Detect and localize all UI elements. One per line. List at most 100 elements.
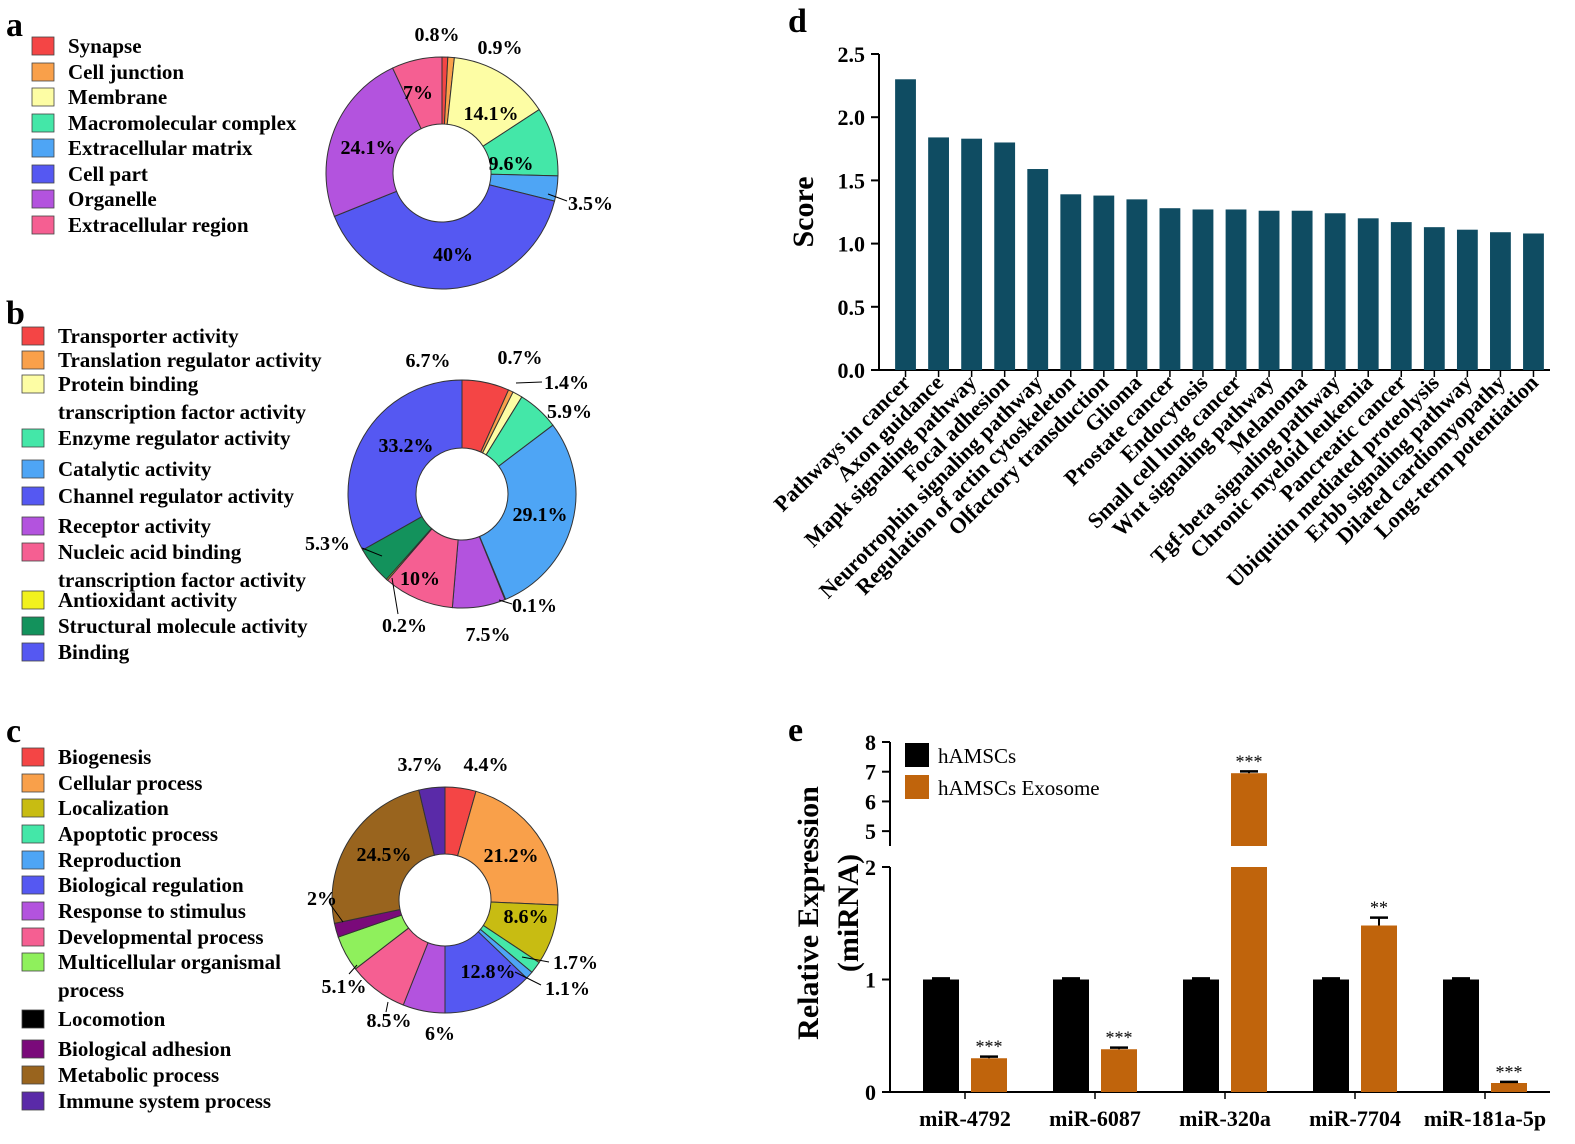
slice-label-apoptotic-process: 1.7% — [553, 952, 598, 974]
x-tick-label: miR-4792 — [919, 1106, 1011, 1131]
bar-neurotrophin-signaling-pathway — [1027, 169, 1049, 370]
panel-label-c: c — [6, 713, 21, 750]
legend-swatch — [21, 875, 45, 895]
y-axis-title: (miRNA) — [832, 854, 865, 972]
legend-swatch — [21, 850, 45, 870]
slice-label-structural-molecule-activity: 5.3% — [305, 533, 350, 555]
slice-label-multicellular-organismal-process: 5.1% — [322, 976, 367, 998]
panel-label-e: e — [788, 712, 803, 749]
leader-line — [498, 599, 513, 605]
legend-label: Organelle — [68, 187, 157, 211]
slice-label-binding: 33.2% — [379, 435, 434, 457]
bar-mir-7704-hamscs — [1313, 979, 1349, 1092]
legend-swatch — [21, 642, 45, 662]
legend-label: Biological regulation — [58, 873, 244, 897]
slice-label-synapse: 0.8% — [415, 24, 460, 46]
bar-erbb-signaling-pathway — [1456, 229, 1478, 370]
leader-line — [515, 381, 543, 384]
y-tick-label: 7 — [865, 760, 876, 785]
significance-label: *** — [1236, 751, 1263, 771]
slice-label-protein-binding-transcription-factor-activity: 1.4% — [544, 372, 589, 394]
slice-label-developmental-process: 8.5% — [367, 1010, 412, 1032]
legend-swatch — [21, 486, 45, 506]
legend-label: Binding — [58, 640, 130, 664]
legend-swatch — [21, 927, 45, 947]
y-tick-label: 1.5 — [838, 168, 866, 193]
slice-label-catalytic-activity: 29.1% — [513, 504, 568, 526]
y-tick-label: 2.5 — [838, 42, 866, 67]
donut-chart-molecular-function: 6.7% 0.7%1.4% 5.9% 29.1% 0.1%7.5% 10% 0.2% 5.3%… — [21, 324, 592, 664]
bar-endocytosis — [1192, 209, 1214, 370]
slice-label-organelle: 24.1% — [341, 137, 396, 159]
bar-mir-320a-hamscs — [1183, 979, 1219, 1092]
legend-label: Biogenesis — [58, 745, 151, 769]
legend-label: Locomotion — [58, 1007, 166, 1031]
y-tick-label: 2.0 — [838, 105, 866, 130]
legend-label: Cell junction — [68, 60, 184, 84]
legend-label: Synapse — [68, 34, 142, 58]
legend-label: Protein binding — [58, 372, 199, 396]
leader-line — [361, 547, 383, 557]
legend-swatch — [31, 215, 55, 235]
legend-label: Antioxidant activity — [58, 588, 238, 612]
legend-label: Membrane — [68, 85, 167, 109]
legend-label: Receptor activity — [58, 514, 211, 538]
legend-label: Transporter activity — [58, 324, 239, 348]
panel-label-a: a — [6, 7, 23, 44]
legend-label: Biological adhesion — [58, 1037, 232, 1061]
slice-organelle — [325, 67, 422, 218]
legend-label: Developmental process — [58, 925, 264, 949]
significance-label: *** — [976, 1037, 1003, 1057]
leader-line — [547, 193, 568, 202]
y-tick-label: 0.5 — [838, 295, 866, 320]
slice-metabolic-process — [331, 789, 435, 924]
legend-swatch — [21, 590, 45, 610]
slice-label-biological-adhesion: 2% — [307, 888, 337, 910]
slice-label-reproduction: 1.1% — [545, 978, 590, 1000]
y-tick-label: 6 — [865, 789, 876, 814]
donut-chart-biological-process: 4.4% 21.2% 8.6% 1.7% 1.1% 12.8% 6% 8.5%5.1% 2% 24… — [21, 745, 598, 1113]
legend-label: hAMSCs Exosome — [938, 776, 1100, 800]
legend-swatch — [21, 516, 45, 536]
slice-label-biological-regulation: 12.8% — [461, 961, 516, 983]
bar-melanoma — [1291, 210, 1313, 370]
bar-chronic-myeloid-leukemia — [1357, 218, 1379, 370]
bar-mir-7704-hamscs-exosome — [1361, 925, 1397, 1092]
slice-label-transporter-activity: 6.7% — [406, 350, 451, 372]
bar-ubiquitin-mediated-proteolysis — [1423, 227, 1445, 370]
legend-label: Catalytic activity — [58, 457, 212, 481]
leader-line — [348, 964, 358, 975]
leader-line — [385, 1001, 389, 1013]
bar-mapk-signaling-pathway — [961, 138, 983, 370]
legend-swatch — [21, 952, 45, 972]
legend-label: Apoptotic process — [58, 822, 218, 846]
bar-pathways-in-cancer — [895, 79, 916, 370]
legend-swatch — [31, 138, 55, 158]
leader-line — [514, 971, 542, 986]
bar-pancreatic-cancer — [1390, 222, 1412, 370]
x-tick-label: miR-6087 — [1049, 1106, 1141, 1131]
legend-swatch — [21, 773, 45, 793]
y-tick-label: 2 — [865, 855, 876, 880]
x-tick-label: miR-7704 — [1309, 1106, 1401, 1131]
y-tick-label: 0 — [865, 1080, 876, 1105]
bar-wnt-signaling-pathway — [1258, 210, 1280, 370]
y-tick-label: 0.0 — [838, 358, 866, 383]
bar-small-cell-lung-cancer — [1225, 209, 1247, 370]
bar-glioma — [1126, 199, 1148, 370]
legend-label: Translation regulator activity — [58, 348, 322, 372]
leader-line — [391, 577, 399, 615]
slice-label-antioxidant-activity: 0.2% — [382, 615, 427, 637]
slice-cell-part — [333, 184, 556, 290]
slice-immune-system-process — [418, 786, 446, 856]
legend-swatch — [31, 164, 55, 184]
slice-label-cellular-process: 21.2% — [484, 845, 539, 867]
slice-label-immune-system-process: 3.7% — [398, 754, 443, 776]
y-tick-label: 1.0 — [838, 232, 866, 257]
legend-swatch — [905, 775, 929, 799]
donut-chart-cellular-component: 0.8%0.9%14.1%9.6%3.5%40%24.1%7%SynapseCe… — [31, 24, 613, 290]
legend-label: Response to stimulus — [58, 899, 246, 923]
bar-prostate-cancer — [1159, 208, 1181, 370]
